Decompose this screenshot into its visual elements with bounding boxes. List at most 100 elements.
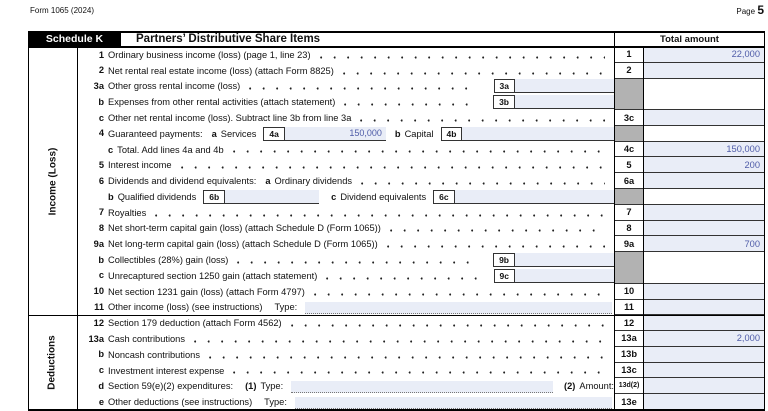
line-description: Net section 1231 gain (loss) (attach For… <box>108 284 614 300</box>
line-number: 3a <box>93 81 104 92</box>
line-text: Cash contributions <box>108 333 185 344</box>
amount-field[interactable] <box>644 110 765 126</box>
line-description: Interest income <box>108 157 614 173</box>
amount-field[interactable] <box>644 362 765 379</box>
line-number: b <box>98 96 104 107</box>
type-entry-field[interactable] <box>294 397 612 410</box>
dot-leader <box>313 292 605 296</box>
inline-box-4a: 4a 150,000 <box>263 126 386 141</box>
section-label-deductions: Deductions <box>47 335 59 390</box>
line-number: c <box>98 112 104 123</box>
line-text: Collectibles (28%) gain (loss) <box>108 255 229 266</box>
line-number: 6 <box>98 175 104 186</box>
line-description: c Total. Add lines 4a and 4b <box>108 142 614 158</box>
line-description: Investment interest expense <box>108 363 614 379</box>
line-number-box: 3c <box>615 110 643 126</box>
line-text: Ordinary dividends <box>274 176 353 187</box>
line-number-column-border <box>614 32 615 410</box>
dot-leader <box>344 103 478 107</box>
line-text: Other net rental income (loss). Subtract… <box>108 113 352 124</box>
line-text: Other gross rental income (loss) <box>108 81 241 92</box>
header-bottom-border <box>28 46 765 48</box>
line-text: Noncash contributions <box>108 349 200 360</box>
dot-leader <box>319 55 605 59</box>
line-description: Net rental real estate income (loss) (at… <box>108 63 614 79</box>
line-description: Net short-term capital gain (loss) (atta… <box>108 221 614 237</box>
amount-field[interactable]: 2,000 <box>644 331 765 347</box>
amount-field[interactable] <box>644 220 765 237</box>
amount-field[interactable]: 22,000 <box>644 47 765 63</box>
line-number-box: 13a <box>615 331 643 347</box>
line-text: Amount: <box>579 381 614 392</box>
inline-box-field[interactable] <box>515 79 614 93</box>
line-description: Other income (loss) (see instructions) Ty… <box>108 300 614 316</box>
amount-field[interactable] <box>644 62 765 79</box>
inline-box-field[interactable] <box>454 189 614 203</box>
section-income-loss: Income (Loss) <box>28 47 77 315</box>
amount-field[interactable] <box>644 173 765 190</box>
line-description: Cash contributions <box>108 331 614 347</box>
blank-cell <box>644 125 765 142</box>
schedule-k-badge: Schedule K <box>28 32 121 46</box>
line-number: c <box>98 270 104 281</box>
amount-field[interactable] <box>644 204 765 221</box>
amount-field[interactable]: 150,000 <box>644 141 765 158</box>
line-description: Guaranteed payments: a Services 4a 150,000 b C… <box>108 126 614 142</box>
line-number: 4 <box>98 128 104 139</box>
line-text: Other income (loss) (see instructions) <box>108 302 263 313</box>
dot-leader <box>233 371 605 375</box>
amount-field[interactable]: 700 <box>644 236 765 253</box>
line-text: Other deductions (see instructions) <box>108 397 253 408</box>
line-text: c <box>331 191 337 202</box>
line-number-box: 11 <box>615 299 643 316</box>
inline-box-3a: 3a <box>493 79 614 94</box>
inline-box-field[interactable] <box>515 253 614 267</box>
table-bottom-border <box>28 408 765 411</box>
line-description: Royalties <box>108 205 614 221</box>
line-text: Guaranteed payments: <box>108 128 203 139</box>
amount-field[interactable] <box>644 378 765 395</box>
line-text: Unrecaptured section 1250 gain (attach s… <box>108 270 318 281</box>
inline-box-label: 3b <box>493 95 515 109</box>
line-text: Net short-term capital gain (loss) (atta… <box>108 223 381 234</box>
inline-box-field[interactable] <box>225 189 320 203</box>
line-description: Dividends and dividend equivalents: a Ordi… <box>108 173 614 189</box>
amount-field[interactable] <box>644 299 765 316</box>
form-identifier: Form 1065 (2024) <box>30 6 95 15</box>
line-number-box: 13b <box>615 346 643 363</box>
section-divider <box>28 314 765 317</box>
inline-box-label: 4a <box>263 126 285 140</box>
table-right-border <box>764 31 765 410</box>
table-left-border <box>28 31 29 410</box>
amount-field[interactable] <box>644 283 765 300</box>
dot-leader <box>290 324 605 328</box>
line-description: Section 179 deduction (attach Form 4562) <box>108 315 614 331</box>
line-text: b <box>394 128 401 139</box>
inline-box-field[interactable] <box>462 126 614 140</box>
inline-box-3b: 3b <box>493 95 614 110</box>
line-number: 5 <box>98 159 104 170</box>
line-number: d <box>98 380 104 391</box>
inline-box-label: 9c <box>493 268 515 282</box>
total-amount-column-header: Total amount <box>660 34 719 45</box>
shaded-cell <box>615 125 643 142</box>
line-number: 7 <box>98 207 104 218</box>
inline-box-field[interactable] <box>515 268 614 282</box>
page-word: Page <box>736 7 756 16</box>
line-number-box: 7 <box>615 204 643 221</box>
inline-box-6b: 6b <box>203 189 320 204</box>
inline-box-field[interactable] <box>515 95 614 109</box>
blank-cell <box>644 189 765 205</box>
amount-field[interactable] <box>644 315 765 332</box>
type-entry-field[interactable] <box>291 381 553 394</box>
line-description: Collectibles (28%) gain (loss) 9b <box>108 252 614 268</box>
amount-field[interactable]: 200 <box>644 157 765 174</box>
line-text: Type: <box>274 302 298 313</box>
inline-box-field[interactable]: 150,000 <box>284 126 386 140</box>
line-description: Expenses from other rental activities (a… <box>108 94 614 110</box>
amount-field[interactable] <box>644 346 765 363</box>
inline-box-4b: 4b <box>440 126 614 141</box>
line-number: b <box>98 349 104 360</box>
dot-leader <box>155 213 605 217</box>
type-entry-field[interactable] <box>305 302 612 315</box>
